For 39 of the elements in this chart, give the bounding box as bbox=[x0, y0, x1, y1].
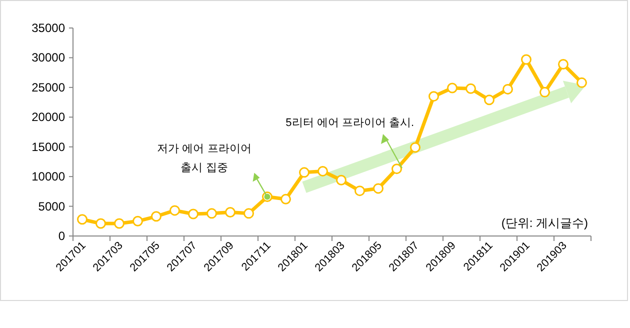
point bbox=[262, 192, 272, 202]
point bbox=[244, 208, 254, 219]
point bbox=[170, 205, 180, 216]
point bbox=[299, 167, 310, 178]
point bbox=[558, 59, 568, 70]
point bbox=[484, 94, 494, 106]
point bbox=[151, 211, 162, 222]
y-tick-label: 30000 bbox=[32, 50, 66, 65]
point bbox=[225, 206, 236, 218]
point bbox=[280, 194, 291, 204]
point bbox=[447, 82, 458, 94]
y-tick-label: 10000 bbox=[32, 170, 66, 184]
point bbox=[318, 166, 328, 176]
point bbox=[540, 86, 550, 98]
point bbox=[502, 84, 513, 94]
point bbox=[336, 174, 346, 186]
point bbox=[392, 164, 402, 174]
point bbox=[576, 77, 587, 88]
point bbox=[114, 218, 124, 229]
point bbox=[373, 183, 384, 194]
point bbox=[354, 186, 365, 196]
point bbox=[410, 142, 420, 153]
y-tick-label: 0 bbox=[58, 229, 66, 243]
y-tick-label: 5000 bbox=[38, 199, 66, 214]
y-tick-label: 20000 bbox=[32, 110, 66, 124]
point bbox=[206, 208, 217, 219]
point bbox=[188, 208, 198, 220]
annotation: (단위: 게시글수) bbox=[501, 216, 588, 230]
annotation: 저가 에어 프라이어 출시 집중 bbox=[157, 142, 252, 174]
y-tick-label: 15000 bbox=[32, 140, 66, 154]
y-tick-label: 35000 bbox=[32, 21, 66, 35]
point bbox=[132, 216, 143, 226]
point bbox=[96, 218, 106, 229]
point bbox=[466, 83, 476, 94]
point bbox=[428, 91, 439, 102]
y-tick-label: 25000 bbox=[32, 80, 66, 94]
point bbox=[521, 54, 532, 65]
point bbox=[77, 214, 88, 225]
annotation: 5리터 에어 프라이어 출시. bbox=[286, 117, 414, 129]
